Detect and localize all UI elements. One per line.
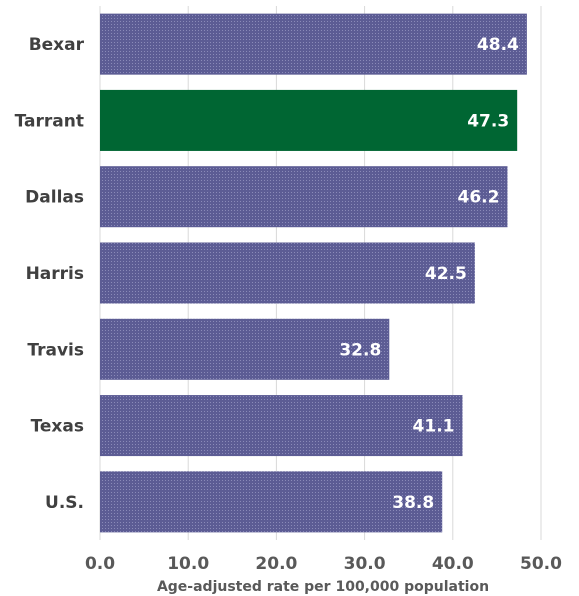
bar	[100, 471, 443, 533]
x-tick-label: 10.0	[167, 554, 209, 574]
value-label: 46.2	[458, 188, 500, 208]
category-label: Travis	[27, 340, 84, 360]
category-label: Tarrant	[15, 111, 84, 131]
x-tick-label: 40.0	[432, 554, 474, 574]
x-axis-title: Age-adjusted rate per 100,000 population	[157, 579, 489, 595]
value-label: 47.3	[467, 111, 509, 131]
category-labels: Bexar Tarrant Dallas Harris Travis Texas U.S.	[15, 35, 85, 513]
category-label: Texas	[31, 417, 84, 437]
category-label: Harris	[26, 264, 84, 284]
value-label: 41.1	[413, 417, 455, 437]
bars	[100, 13, 527, 533]
category-label: Dallas	[25, 188, 84, 208]
x-tick-label: 0.0	[85, 554, 115, 574]
x-tick-label: 50.0	[520, 554, 562, 574]
bar	[100, 395, 463, 457]
x-tick-labels: 0.0 10.0 20.0 30.0 40.0 50.0	[85, 554, 562, 574]
value-label: 48.4	[477, 35, 519, 55]
value-label: 32.8	[339, 340, 381, 360]
bar	[100, 242, 475, 304]
x-tick-label: 30.0	[344, 554, 386, 574]
bar	[100, 318, 390, 380]
category-label: U.S.	[45, 493, 84, 513]
x-tick-label: 20.0	[255, 554, 297, 574]
bar	[100, 89, 518, 151]
value-label: 42.5	[425, 264, 467, 284]
category-label: Bexar	[29, 35, 85, 55]
value-label: 38.8	[392, 493, 434, 513]
value-labels: 48.4 47.3 46.2 42.5 32.8 41.1 38.8	[339, 35, 519, 513]
bar	[100, 166, 508, 228]
bar	[100, 13, 527, 75]
